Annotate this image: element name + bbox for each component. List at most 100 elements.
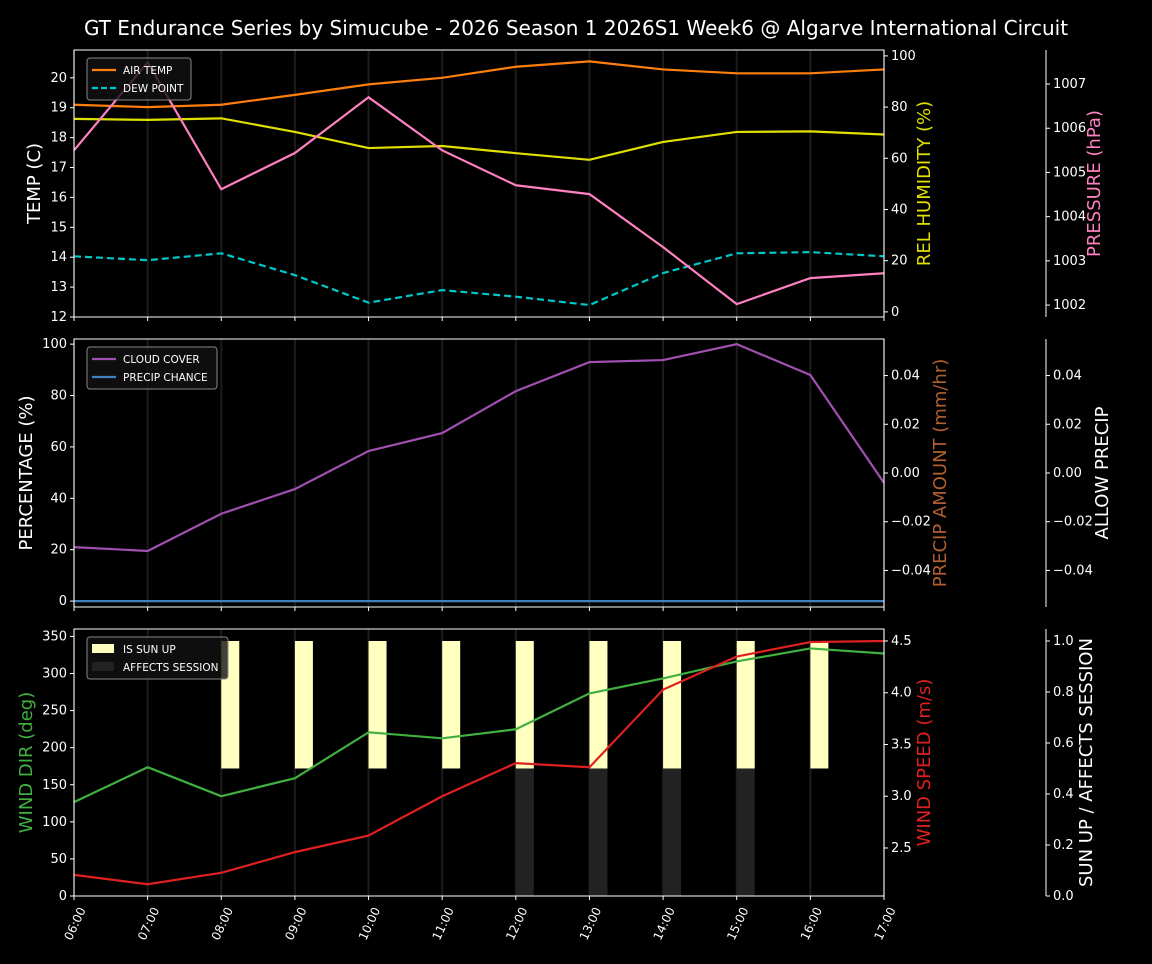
x-tick-label: 09:00 (282, 905, 309, 942)
y-tick-label: −0.02 (891, 515, 931, 530)
y-tick-label: 1003 (1053, 254, 1086, 269)
axis-label: TEMP (C) (24, 143, 45, 225)
x-tick-label: 08:00 (209, 905, 236, 942)
y-tick-label: 80 (891, 100, 908, 115)
y-tick-label: 1005 (1053, 165, 1086, 180)
x-tick-label: 07:00 (135, 905, 162, 942)
legend-label: PRECIP CHANCE (123, 372, 208, 384)
y-tick-label: 0.8 (1053, 685, 1074, 700)
bar-affects-session (589, 768, 607, 896)
y-tick-label: 50 (50, 852, 67, 867)
bar-is-sun-up (663, 641, 681, 769)
y-tick-label: 0.04 (1053, 369, 1082, 384)
bar-affects-session (663, 768, 681, 896)
y-tick-label: 20 (50, 543, 67, 558)
y-tick-label: 0.04 (891, 369, 920, 384)
axis-label: ALLOW PRECIP (1092, 406, 1113, 539)
bar-is-sun-up (369, 641, 387, 769)
y-tick-label: 350 (42, 629, 67, 644)
y-tick-label: 3.5 (891, 737, 912, 752)
y-tick-label: 13 (50, 280, 67, 295)
x-tick-label: 12:00 (503, 905, 530, 942)
x-tick-label: 11:00 (430, 905, 457, 942)
legend-label: IS SUN UP (123, 644, 176, 656)
y-tick-label: 1002 (1053, 298, 1086, 313)
bar-affects-session (737, 768, 755, 896)
y-tick-label: 300 (42, 667, 67, 682)
legend-label: AIR TEMP (123, 65, 172, 77)
x-tick-label: 15:00 (724, 905, 751, 942)
y-tick-label: 40 (50, 491, 67, 506)
panel-2: 0 20 40 60 80 100 PERCENTAGE (%) −0.04 −0.02 0.00… (16, 337, 1113, 611)
y-tick-label: −0.04 (891, 563, 931, 578)
series-line-2 (74, 118, 884, 159)
y-tick-label: 0.6 (1053, 736, 1074, 751)
legend-swatch (92, 662, 114, 671)
axis-label: WIND SPEED (m/s) (914, 679, 935, 847)
y-tick-label: 4.5 (891, 634, 912, 649)
y-tick-label: 40 (891, 202, 908, 217)
x-tick-label: 17:00 (871, 905, 898, 942)
legend-label: CLOUD COVER (123, 354, 200, 366)
axis-label: SUN UP / AFFECTS SESSION (1076, 638, 1097, 887)
y-tick-label: 14 (50, 250, 67, 265)
y-tick-label: 60 (50, 440, 67, 455)
y-tick-label: 0.0 (1053, 889, 1074, 904)
y-tick-label: −0.04 (1053, 563, 1093, 578)
axis-label: REL HUMIDITY (%) (914, 101, 935, 266)
y-tick-label: 3.0 (891, 789, 912, 804)
axis-label: PRECIP AMOUNT (mm/hr) (930, 359, 951, 588)
y-tick-label: 0 (59, 889, 67, 904)
series-line-dew-point (74, 252, 884, 305)
y-tick-label: 0.02 (1053, 417, 1082, 432)
y-tick-label: 250 (42, 704, 67, 719)
y-tick-label: 0.00 (1053, 466, 1082, 481)
legend-label: AFFECTS SESSION (123, 662, 219, 674)
y-tick-label: 1006 (1053, 121, 1086, 136)
y-tick-label: 18 (50, 131, 67, 146)
y-tick-label: 16 (50, 190, 67, 205)
legend-swatch (92, 644, 114, 653)
plot-frame (74, 50, 884, 317)
x-tick-label: 10:00 (356, 905, 383, 942)
bar-is-sun-up (810, 641, 828, 769)
bar-is-sun-up (589, 641, 607, 769)
y-tick-label: 80 (50, 389, 67, 404)
series-line-3 (74, 62, 884, 304)
legend: AIR TEMP DEW POINT (87, 58, 191, 100)
y-tick-label: 100 (42, 337, 67, 352)
y-tick-label: 1.0 (1053, 634, 1074, 649)
y-tick-label: 4.0 (891, 686, 912, 701)
legend-label: DEW POINT (123, 83, 184, 95)
y-tick-label: 0.00 (891, 466, 920, 481)
axis-label: PERCENTAGE (%) (16, 395, 37, 550)
y-tick-label: 100 (42, 815, 67, 830)
y-tick-label: 60 (891, 151, 908, 166)
bar-is-sun-up (295, 641, 313, 769)
y-tick-label: 20 (50, 71, 67, 86)
y-tick-label: 17 (50, 161, 67, 176)
y-tick-label: 20 (891, 254, 908, 269)
y-tick-label: 2.5 (891, 841, 912, 856)
y-tick-label: 0.02 (891, 417, 920, 432)
series-line-air-temp (74, 61, 884, 107)
x-tick-label: 06:00 (61, 905, 88, 942)
y-tick-label: 15 (50, 220, 67, 235)
y-tick-label: 19 (50, 101, 67, 116)
axis-label: PRESSURE (hPa) (1084, 110, 1105, 257)
legend: CLOUD COVER PRECIP CHANCE (87, 347, 217, 389)
y-tick-label: 1004 (1053, 210, 1086, 225)
y-tick-label: 0 (59, 594, 67, 609)
axis-label: WIND DIR (deg) (16, 692, 37, 834)
y-tick-label: 12 (50, 310, 67, 325)
y-tick-label: 0.4 (1053, 787, 1074, 802)
y-tick-label: 0.2 (1053, 838, 1074, 853)
y-tick-label: 150 (42, 778, 67, 793)
chart-title: GT Endurance Series by Simucube - 2026 S… (84, 16, 1068, 40)
x-tick-label: 16:00 (798, 905, 825, 942)
y-tick-label: 100 (891, 49, 916, 64)
bar-affects-session (516, 768, 534, 896)
x-tick-label: 14:00 (650, 905, 677, 942)
bar-is-sun-up (442, 641, 460, 769)
